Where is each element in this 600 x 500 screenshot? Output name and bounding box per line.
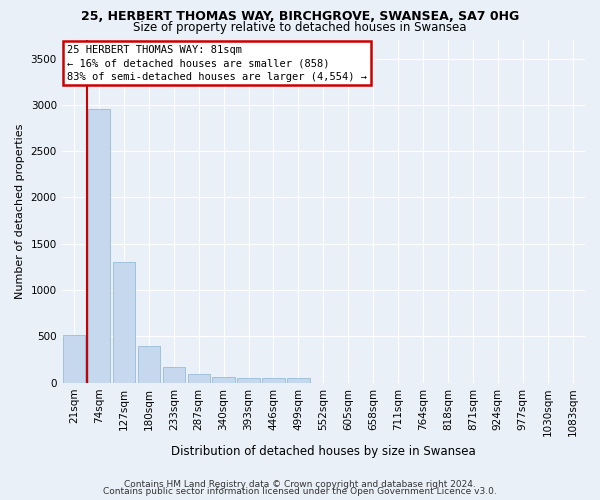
Bar	[113, 262, 135, 382]
Bar	[88, 110, 110, 382]
Bar	[212, 376, 235, 382]
X-axis label: Distribution of detached houses by size in Swansea: Distribution of detached houses by size …	[171, 444, 476, 458]
Bar	[137, 346, 160, 383]
Bar	[63, 334, 85, 382]
Bar	[163, 367, 185, 382]
Bar	[287, 378, 310, 382]
Y-axis label: Number of detached properties: Number of detached properties	[15, 124, 25, 299]
Text: 25, HERBERT THOMAS WAY, BIRCHGROVE, SWANSEA, SA7 0HG: 25, HERBERT THOMAS WAY, BIRCHGROVE, SWAN…	[81, 10, 519, 23]
Text: Contains HM Land Registry data © Crown copyright and database right 2024.: Contains HM Land Registry data © Crown c…	[124, 480, 476, 489]
Bar	[262, 378, 285, 382]
Text: 25 HERBERT THOMAS WAY: 81sqm
← 16% of detached houses are smaller (858)
83% of s: 25 HERBERT THOMAS WAY: 81sqm ← 16% of de…	[67, 45, 367, 82]
Bar	[188, 374, 210, 382]
Text: Contains public sector information licensed under the Open Government Licence v3: Contains public sector information licen…	[103, 487, 497, 496]
Text: Size of property relative to detached houses in Swansea: Size of property relative to detached ho…	[133, 22, 467, 35]
Bar	[238, 378, 260, 382]
